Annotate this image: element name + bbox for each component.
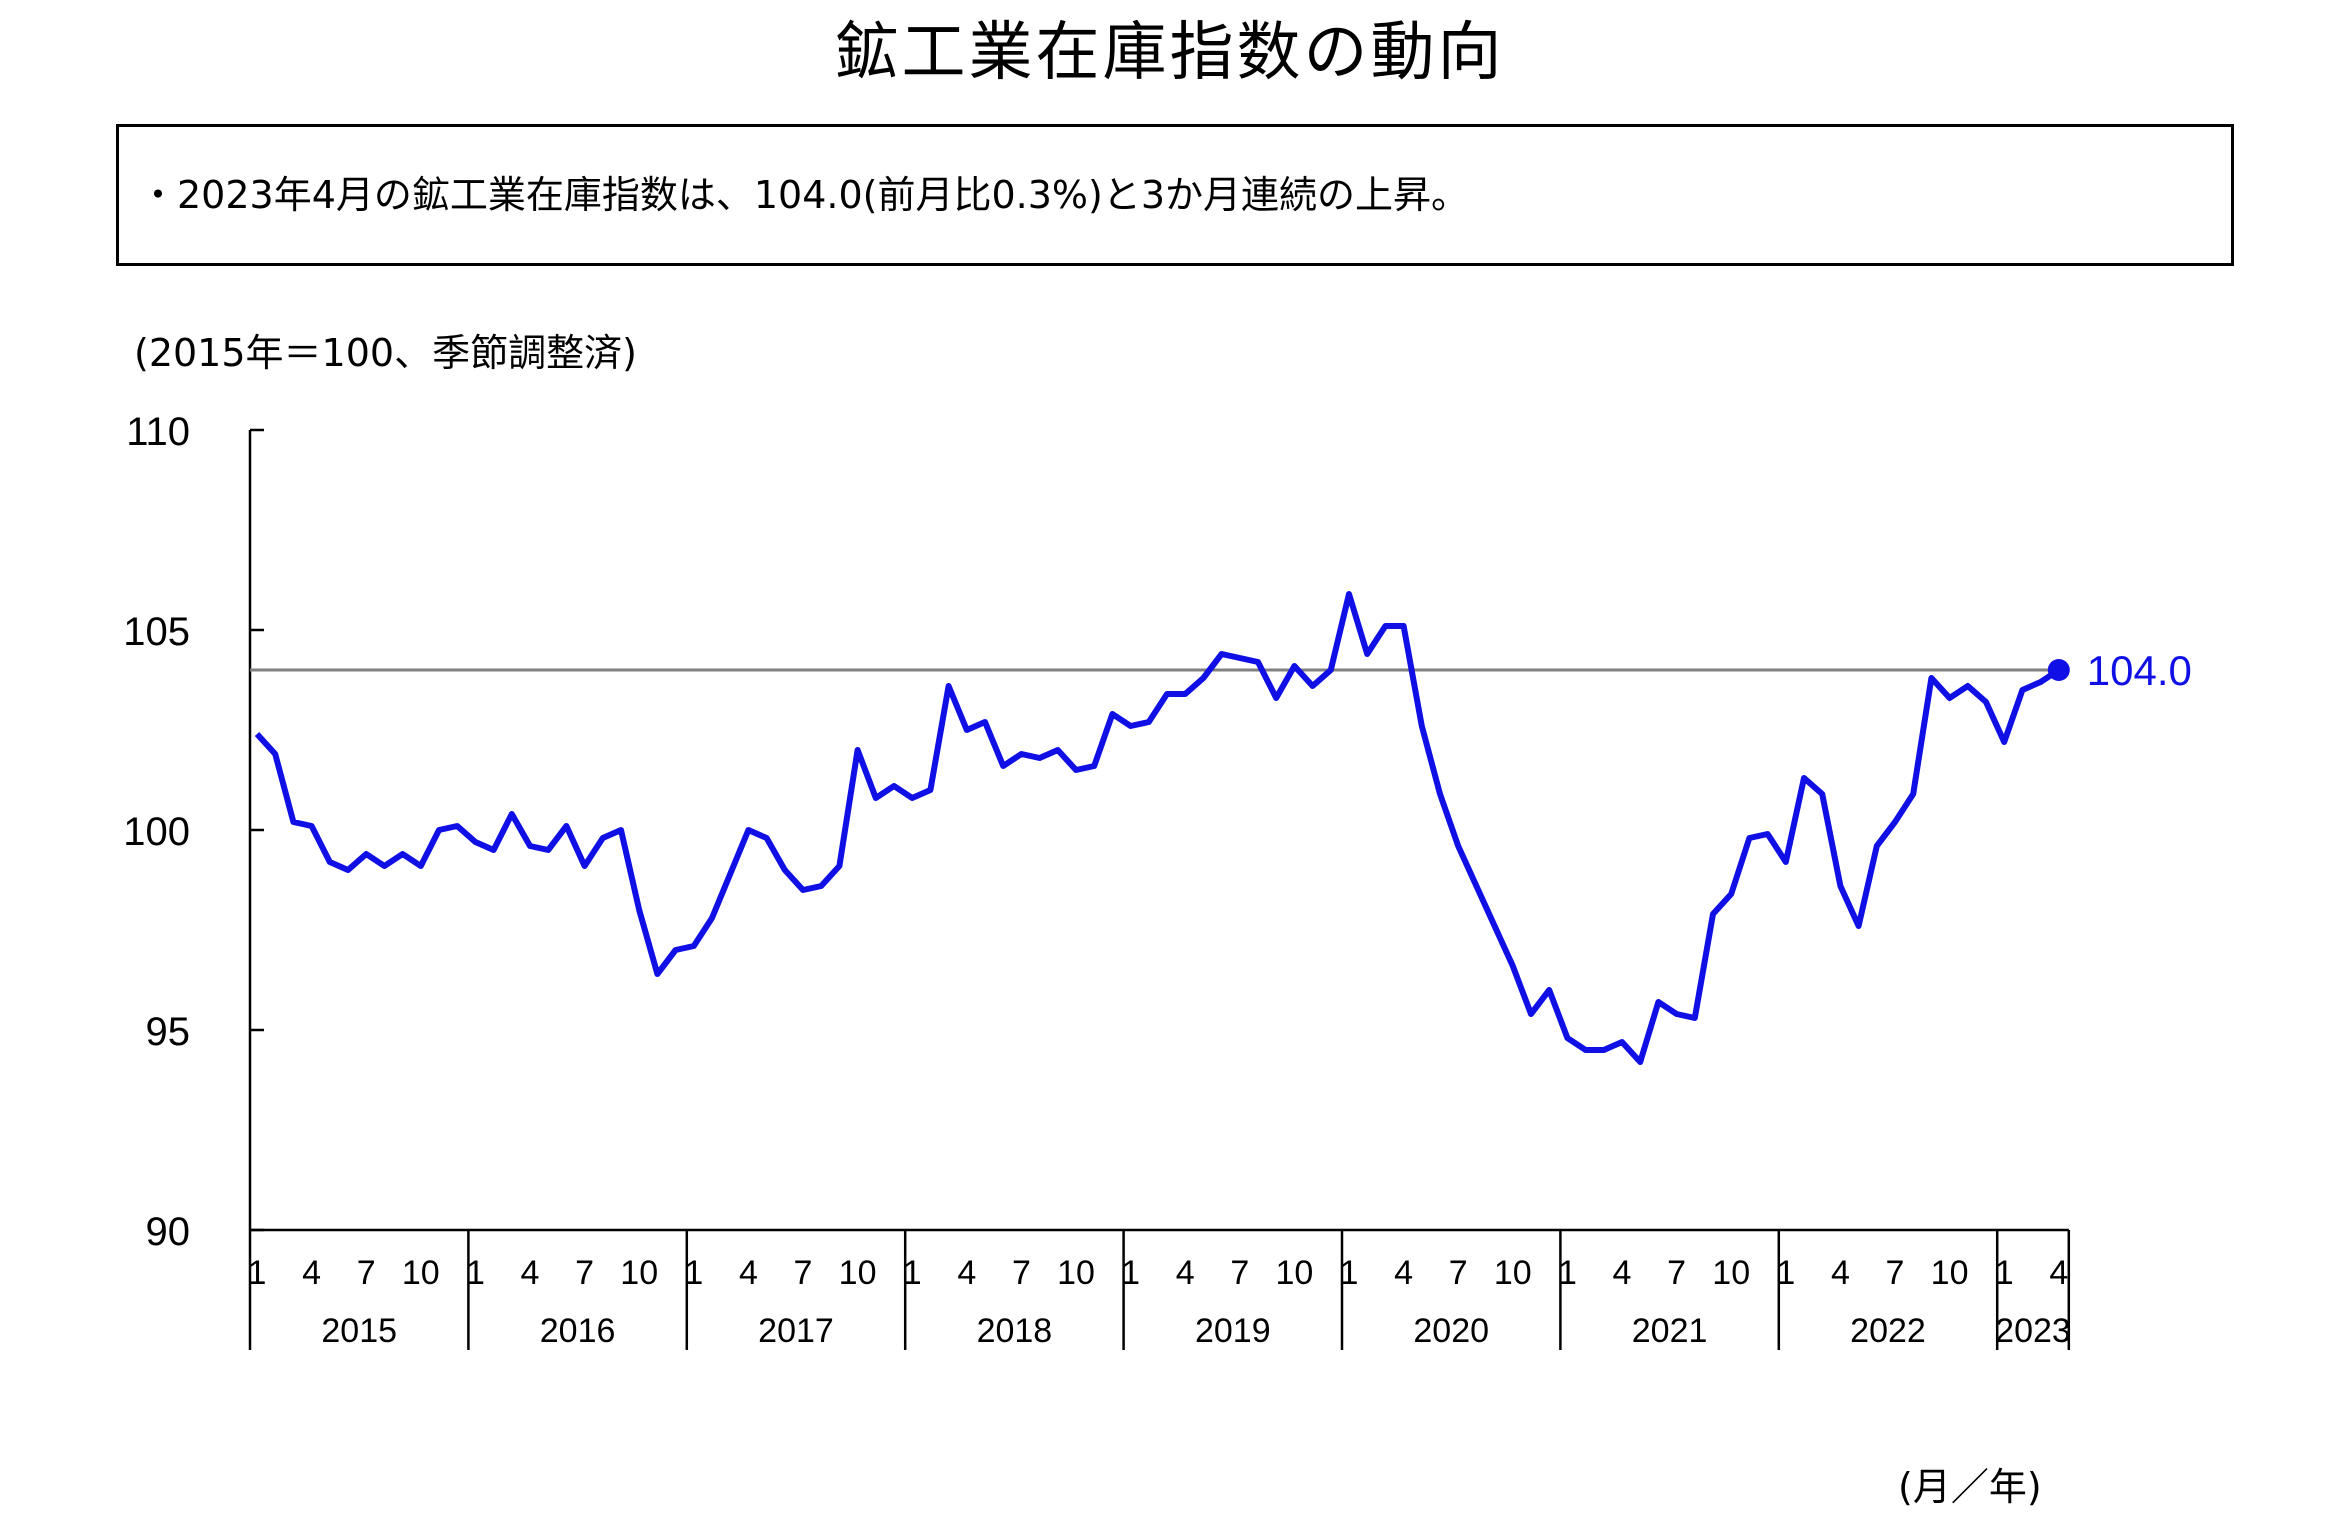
x-year-label: 2018 (977, 1312, 1053, 1350)
x-year-label: 2017 (758, 1312, 834, 1350)
x-month-label: 4 (521, 1254, 540, 1292)
series-group (254, 591, 2070, 1065)
x-year-label: 2016 (540, 1312, 616, 1350)
x-month-label: 1 (903, 1254, 922, 1292)
x-month-label: 7 (1667, 1254, 1686, 1292)
x-month-label: 7 (575, 1254, 594, 1292)
x-month-label: 10 (1057, 1254, 1095, 1292)
x-year-label: 2022 (1850, 1312, 1926, 1350)
y-tick-label: 105 (123, 610, 190, 654)
y-tick-label: 100 (123, 810, 190, 854)
x-month-label: 1 (684, 1254, 703, 1292)
x-axis-unit: (月／年) (1898, 1465, 2042, 1509)
x-month-label: 7 (1886, 1254, 1905, 1292)
x-month-label: 10 (1931, 1254, 1969, 1292)
x-month-label: 10 (839, 1254, 877, 1292)
x-year-label: 2020 (1413, 1312, 1489, 1350)
series-line (254, 591, 2061, 1065)
x-year-label: 2015 (321, 1312, 397, 1350)
y-tick-label: 110 (126, 410, 190, 454)
x-month-label: 7 (357, 1254, 376, 1292)
y-tick-label: 90 (146, 1210, 191, 1254)
x-year-label: 2023 (1995, 1312, 2071, 1350)
x-month-label: 7 (1012, 1254, 1031, 1292)
page-title: 鉱工業在庫指数の動向 (834, 16, 1505, 90)
x-month-label: 4 (1831, 1254, 1850, 1292)
x-month-label: 4 (1394, 1254, 1413, 1292)
x-month-label: 7 (1230, 1254, 1249, 1292)
x-month-label: 4 (1613, 1254, 1632, 1292)
x-month-label: 1 (1121, 1254, 1140, 1292)
x-month-label: 4 (957, 1254, 976, 1292)
x-month-label: 4 (2049, 1254, 2068, 1292)
x-year-label: 2021 (1632, 1312, 1708, 1350)
unit-note: (2015年＝100、季節調整済) (134, 331, 637, 375)
x-month-label: 1 (1340, 1254, 1359, 1292)
x-month-label: 4 (739, 1254, 758, 1292)
summary-box: ・2023年4月の鉱工業在庫指数は、104.0(前月比0.3%)と3か月連続の上… (116, 124, 2234, 266)
last-value-label: 104.0 (2087, 647, 2192, 694)
summary-text: ・2023年4月の鉱工業在庫指数は、104.0(前月比0.3%)と3か月連続の上… (139, 173, 1470, 217)
x-month-label: 10 (1275, 1254, 1313, 1292)
x-month-label: 1 (1776, 1254, 1795, 1292)
x-month-label: 10 (1712, 1254, 1750, 1292)
x-month-label: 4 (302, 1254, 321, 1292)
x-month-label: 1 (1995, 1254, 2014, 1292)
y-tick-label: 95 (146, 1010, 191, 1054)
x-month-label: 1 (1558, 1254, 1577, 1292)
last-data-point (2047, 659, 2070, 681)
x-month-label: 7 (794, 1254, 813, 1292)
x-month-label: 10 (402, 1254, 440, 1292)
x-month-label: 10 (1494, 1254, 1532, 1292)
x-month-label: 4 (1176, 1254, 1195, 1292)
x-month-label: 1 (248, 1254, 267, 1292)
x-month-label: 10 (620, 1254, 658, 1292)
x-month-label: 1 (466, 1254, 485, 1292)
chart-axes (248, 428, 2071, 1350)
x-month-label: 7 (1449, 1254, 1468, 1292)
x-year-label: 2019 (1195, 1312, 1271, 1350)
